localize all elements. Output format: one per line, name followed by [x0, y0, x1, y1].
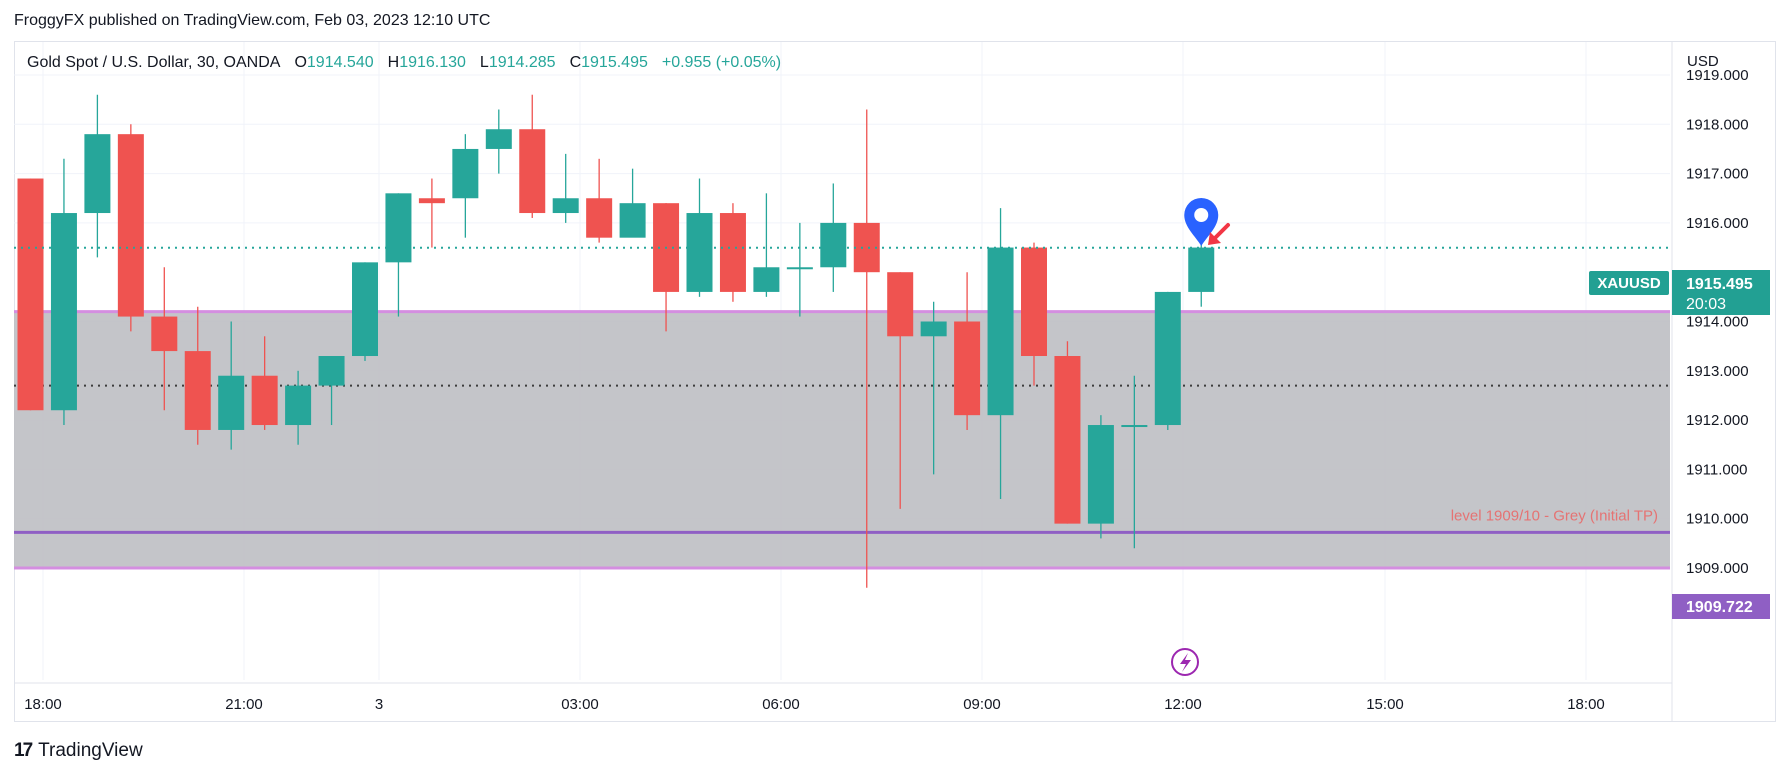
candle-body — [954, 321, 981, 416]
time-tick-label: 09:00 — [963, 696, 1001, 713]
countdown-label: 20:03 — [1686, 296, 1726, 313]
legend-open-label: O — [294, 54, 307, 71]
time-tick-label: 18:00 — [24, 696, 62, 713]
symbol-tag — [1589, 271, 1669, 295]
candle-body — [218, 375, 245, 430]
legend-high: 1916.130 — [399, 54, 466, 71]
price-tick-label: 1913.000 — [1686, 363, 1749, 380]
price-tick-label: 1909.000 — [1686, 560, 1749, 577]
candle-body — [1021, 247, 1047, 357]
last-price-label: 1915.495 — [1686, 276, 1753, 293]
candle-body — [586, 198, 613, 238]
location-pin-dot — [1194, 208, 1209, 222]
level-price-label: 1909.722 — [1686, 599, 1753, 616]
level-label: level 1909/10 - Grey (Initial TP) — [1451, 507, 1658, 524]
price-tick-label: 1918.000 — [1686, 116, 1749, 133]
price-tick-label: 1919.000 — [1686, 67, 1749, 84]
lightning-icon — [1180, 653, 1191, 672]
legend-open: 1914.540 — [306, 54, 374, 71]
currency-label: USD — [1687, 53, 1719, 70]
last-price-tag — [1672, 270, 1770, 315]
candle-body — [820, 222, 847, 268]
time-tick-label: 12:00 — [1164, 696, 1202, 713]
time-tick-label: 06:00 — [762, 696, 800, 713]
time-tick-label: 21:00 — [225, 696, 263, 713]
overlay-layer: level 1909/10 - Grey (Initial TP) — [14, 198, 1670, 676]
candle-body — [753, 267, 780, 292]
candle-body — [17, 178, 44, 411]
candle-body — [452, 148, 479, 199]
time-tick-label: 18:00 — [1567, 696, 1605, 713]
candle-body — [184, 351, 211, 430]
time-tick-label: 03:00 — [561, 696, 599, 713]
time-tick-label: 3 — [375, 696, 383, 713]
ohlc-legend: Gold Spot / U.S. Dollar, 30, OANDA O1914.… — [27, 54, 781, 72]
candle-body — [1054, 356, 1081, 524]
candle-body — [987, 247, 1014, 416]
zone-layer — [14, 310, 1670, 570]
price-tick-label: 1916.000 — [1686, 215, 1749, 232]
publish-line: FroggyFX published on TradingView.com, F… — [14, 12, 491, 29]
candle-body — [84, 134, 111, 214]
candle-body — [686, 213, 713, 292]
candle-body — [887, 272, 914, 337]
price-tick-label: 1910.000 — [1686, 511, 1749, 528]
candle-body — [1188, 247, 1215, 292]
candle-body — [485, 129, 512, 149]
arrow-head-icon — [1208, 232, 1221, 245]
candle-body — [719, 213, 746, 292]
candle-body — [285, 385, 312, 426]
price-tick-label: 1911.000 — [1686, 461, 1747, 478]
candle-body — [920, 321, 947, 337]
legend-close-label: C — [569, 54, 582, 71]
candle-body — [50, 213, 77, 411]
candle-body — [519, 129, 546, 214]
footer-brand-text: TradingView — [38, 740, 143, 761]
candle-body — [552, 198, 579, 214]
legend-change: +0.955 (+0.05%) — [661, 54, 782, 71]
candle-body — [352, 262, 378, 357]
candle-body — [385, 193, 412, 263]
level-price-tag — [1672, 594, 1770, 619]
tradingview-logo-icon: 17 — [14, 740, 33, 761]
candle-body — [1154, 291, 1181, 426]
candle-body — [151, 316, 178, 352]
candle-body — [418, 198, 445, 204]
legend-high-label: H — [387, 54, 400, 71]
candle-body — [117, 134, 144, 317]
price-tick-label: 1917.000 — [1686, 166, 1749, 183]
legend-close: 1915.495 — [581, 54, 648, 71]
candle-body — [1087, 425, 1114, 524]
candle-body — [786, 267, 813, 270]
price-tick-label: 1912.000 — [1686, 412, 1749, 429]
legend-symbol: Gold Spot / U.S. Dollar, 30, OANDA — [27, 54, 281, 71]
candle-body — [1121, 425, 1148, 428]
candle-body — [251, 375, 278, 426]
legend-low-label: L — [479, 54, 489, 71]
candle-body — [619, 203, 646, 238]
footer-brand[interactable]: 17 TradingView — [14, 740, 143, 762]
tp-zone — [14, 311, 1670, 568]
legend-low: 1914.285 — [488, 54, 556, 71]
candle-layer — [17, 94, 1215, 588]
price-tick-label: 1914.000 — [1686, 314, 1749, 331]
candle-body — [318, 356, 345, 386]
symbol-tag-label: XAUUSD — [1597, 275, 1661, 292]
time-tick-label: 15:00 — [1366, 696, 1404, 713]
